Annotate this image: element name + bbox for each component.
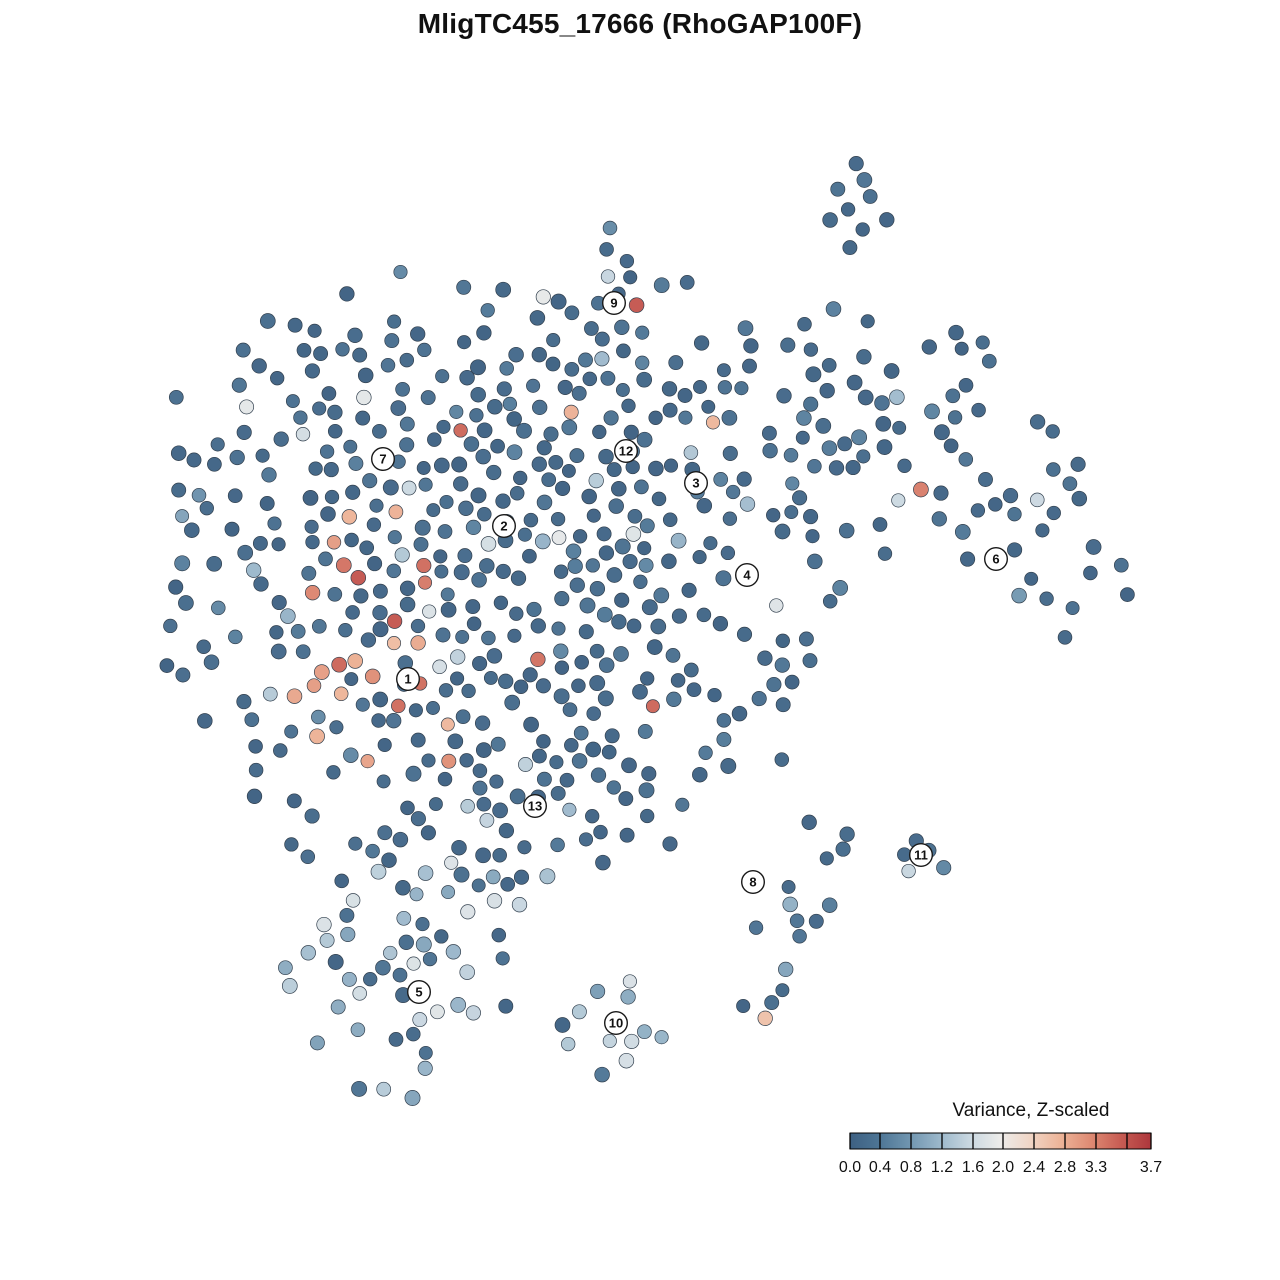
svg-text:7: 7 <box>379 452 386 467</box>
svg-text:2.4: 2.4 <box>1023 1159 1045 1176</box>
svg-text:2.8: 2.8 <box>1054 1159 1076 1176</box>
svg-text:1.6: 1.6 <box>962 1159 984 1176</box>
svg-text:0.8: 0.8 <box>900 1159 922 1176</box>
svg-text:Variance, Z-scaled: Variance, Z-scaled <box>953 1100 1110 1121</box>
svg-text:9: 9 <box>610 296 617 311</box>
svg-text:1.2: 1.2 <box>931 1159 953 1176</box>
svg-text:11: 11 <box>914 848 928 863</box>
svg-text:6: 6 <box>992 552 999 567</box>
svg-text:3: 3 <box>692 476 699 491</box>
svg-text:0.4: 0.4 <box>869 1159 891 1176</box>
svg-text:8: 8 <box>749 875 756 890</box>
svg-text:3.7: 3.7 <box>1140 1159 1162 1176</box>
svg-text:10: 10 <box>609 1016 623 1031</box>
svg-text:4: 4 <box>743 568 751 583</box>
svg-text:0.0: 0.0 <box>839 1159 861 1176</box>
svg-text:13: 13 <box>528 799 542 814</box>
svg-text:5: 5 <box>415 985 422 1000</box>
svg-text:12: 12 <box>619 444 633 459</box>
svg-text:1: 1 <box>404 672 411 687</box>
svg-text:2: 2 <box>500 519 507 534</box>
svg-text:2.0: 2.0 <box>992 1159 1014 1176</box>
svg-text:3.3: 3.3 <box>1085 1159 1107 1176</box>
